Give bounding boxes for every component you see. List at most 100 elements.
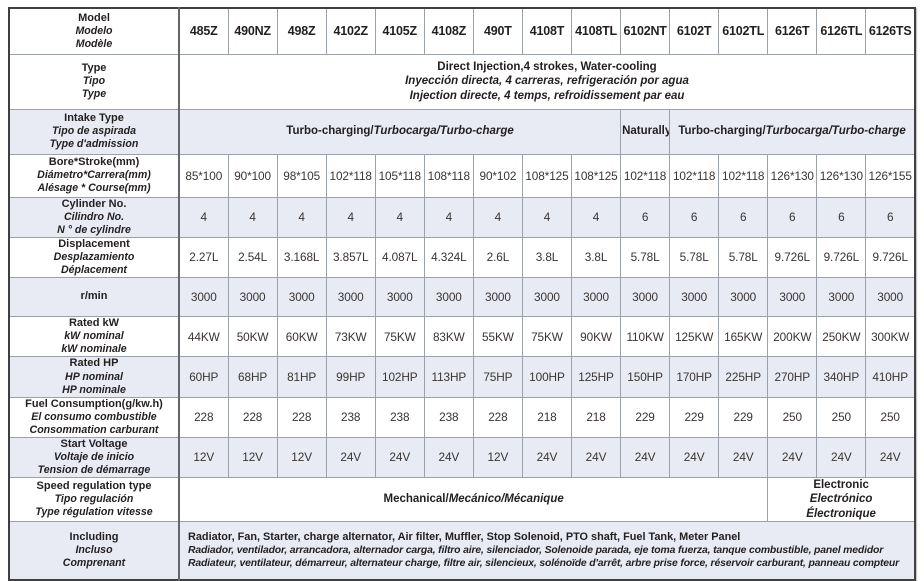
cell-rmin-4102Z: 3000 [325, 277, 376, 317]
cell-voltage-6126TS: 24V [865, 436, 916, 479]
cell-fuel-6102T: 229 [669, 396, 720, 438]
cell-displacement-4108T: 3.8L [521, 236, 573, 279]
cell-fuel-6126TS: 250 [865, 396, 916, 438]
cell-rmin-4108Z: 3000 [423, 277, 474, 317]
text-segment: Turbo-charging/ [678, 125, 766, 138]
row-label-cylinder: Cylinder No. Cilindro No. N ° de cylindre [8, 196, 180, 238]
cell-bore-6126TL: 126*130 [816, 153, 867, 198]
span-line: Mechanical/Mecánico/Mécanique [181, 492, 766, 506]
cell-rmin-6126TS: 3000 [865, 277, 916, 317]
row-label-line: Type [81, 61, 107, 74]
cell-cylinder-490NZ: 4 [227, 196, 278, 238]
cell-voltage-490T: 12V [472, 436, 523, 479]
cell-rmin-6102NT: 3000 [620, 277, 671, 317]
text-segment: Injection directe, 4 temps, refroidissem… [409, 89, 685, 102]
row-label-line: Start Voltage [60, 437, 128, 450]
span-cell-intake-2: Turbo-charging/Turbocarga/Turbo-charge [669, 108, 916, 155]
span-line: Électronique [769, 507, 913, 521]
cell-kw-4108TL: 90KW [570, 315, 622, 358]
row-label-line: Diámetro*Carrera(mm) [37, 169, 151, 182]
row-label-intake: Intake Type Tipo de aspirada Type d'admiss… [8, 108, 180, 155]
span-line: Radiador, ventilador, arrancadora, alter… [188, 544, 906, 558]
table-row: Including Incluso Comprenant Radiator, Fan,… [8, 521, 916, 581]
cell-rmin-4108TL: 3000 [570, 277, 622, 317]
cell-displacement-6126T: 9.726L [767, 236, 818, 279]
cell-rmin-498Z: 3000 [276, 277, 327, 317]
cell-kw-498Z: 60KW [276, 315, 327, 358]
cell-cylinder-6126T: 6 [767, 196, 818, 238]
cell-hp-490T: 75HP [472, 356, 523, 398]
span-line: Electronic [769, 479, 913, 493]
span-line: Injection directe, 4 temps, refroidissem… [181, 89, 913, 103]
model-header-6102T: 6102T [669, 7, 720, 55]
cell-displacement-6102TL: 5.78L [718, 236, 769, 279]
cell-voltage-4108TL: 24V [570, 436, 622, 479]
row-label-line: kW nominale [61, 343, 127, 356]
row-label-line: Consommation carburant [29, 423, 159, 436]
cell-rmin-490T: 3000 [472, 277, 523, 317]
cell-bore-4108Z: 108*118 [423, 153, 474, 198]
cell-fuel-490NZ: 228 [227, 396, 278, 438]
cell-kw-6126TS: 300KW [865, 315, 916, 358]
cell-bore-4105Z: 105*118 [374, 153, 425, 198]
model-header-4105Z: 4105Z [374, 7, 425, 55]
table-row: Intake Type Tipo de aspirada Type d'admiss… [8, 108, 916, 155]
row-label-bore: Bore*Stroke(mm) Diámetro*Carrera(mm) Alésa… [8, 153, 180, 198]
cell-voltage-6126T: 24V [767, 436, 818, 479]
model-header-6126TS: 6126TS [865, 7, 916, 55]
cell-kw-4108Z: 83KW [423, 315, 474, 358]
row-label-line: Model [78, 11, 110, 24]
cell-bore-498Z: 98*105 [276, 153, 327, 198]
cell-displacement-4108TL: 3.8L [570, 236, 622, 279]
cell-displacement-6102T: 5.78L [669, 236, 720, 279]
cell-fuel-6126TL: 250 [816, 396, 867, 438]
cell-cylinder-6126TL: 6 [816, 196, 867, 238]
row-label-line: kW nominal [64, 330, 124, 343]
row-label-line: Cylinder No. [61, 197, 127, 210]
row-label-line: Tension de démarrage [37, 464, 151, 477]
cell-fuel-6126T: 250 [767, 396, 818, 438]
cell-displacement-6126TL: 9.726L [816, 236, 867, 279]
cell-rmin-6126TL: 3000 [816, 277, 867, 317]
cell-voltage-498Z: 12V [276, 436, 327, 479]
text-segment: Radiateur, ventilateur, démarreur, alter… [188, 558, 900, 570]
cell-fuel-485Z: 228 [178, 396, 229, 438]
row-label-displacement: Displacement Desplazamiento Déplacement [8, 236, 180, 279]
row-label-kw: Rated kW kW nominal kW nominale [8, 315, 180, 358]
cell-fuel-498Z: 228 [276, 396, 327, 438]
table-row: Model Modelo Modèle 485Z 490NZ 498Z 4102Z 4105Z… [8, 7, 916, 55]
row-label-line: Tipo regulación [54, 493, 134, 506]
span-cell-intake-1: Naturally [620, 108, 671, 155]
cell-bore-4108T: 108*125 [521, 153, 573, 198]
row-label-line: Rated kW [68, 317, 120, 329]
cell-hp-6102TL: 225HP [718, 356, 769, 398]
text-segment: Electrónico [809, 493, 873, 506]
engine-spec-table: Model Modelo Modèle 485Z 490NZ 498Z 4102Z 4105Z… [8, 7, 916, 581]
cell-displacement-485Z: 2.27L [178, 236, 229, 279]
model-header-6102NT: 6102NT [620, 7, 671, 55]
cell-hp-4105Z: 102HP [374, 356, 425, 398]
cell-hp-4108TL: 125HP [570, 356, 622, 398]
cell-cylinder-4108TL: 4 [570, 196, 622, 238]
model-header-485Z: 485Z [178, 7, 229, 55]
row-label-line: Type d'admission [49, 138, 139, 151]
text-segment: Radiador, ventilador, arrancadora, alter… [188, 544, 884, 556]
model-header-490T: 490T [472, 7, 523, 55]
cell-displacement-4102Z: 3.857L [325, 236, 376, 279]
row-label-line: HP nominal [65, 370, 123, 383]
row-label-line: Alésage * Course(mm) [37, 182, 151, 195]
cell-kw-490NZ: 50KW [227, 315, 278, 358]
text-segment: Radiator, Fan, Starter, charge alternato… [188, 530, 741, 543]
table-row: r/min 3000 3000 3000 3000 3000 3000 3000 3000 300… [8, 277, 916, 317]
row-label-line: Tipo de aspirada [52, 125, 136, 138]
cell-displacement-4105Z: 4.087L [374, 236, 425, 279]
row-label-line: N ° de cylindre [57, 223, 131, 236]
row-label-rmin: r/min [8, 277, 180, 317]
cell-kw-4102Z: 73KW [325, 315, 376, 358]
cell-cylinder-485Z: 4 [178, 196, 229, 238]
cell-voltage-4105Z: 24V [374, 436, 425, 479]
span-line: Turbo-charging/Turbocarga/Turbo-charge [181, 124, 619, 138]
model-header-490NZ: 490NZ [227, 7, 278, 55]
text-segment: Turbocarga/Turbo-charge [765, 125, 906, 138]
row-label-line: Modèle [75, 37, 113, 50]
